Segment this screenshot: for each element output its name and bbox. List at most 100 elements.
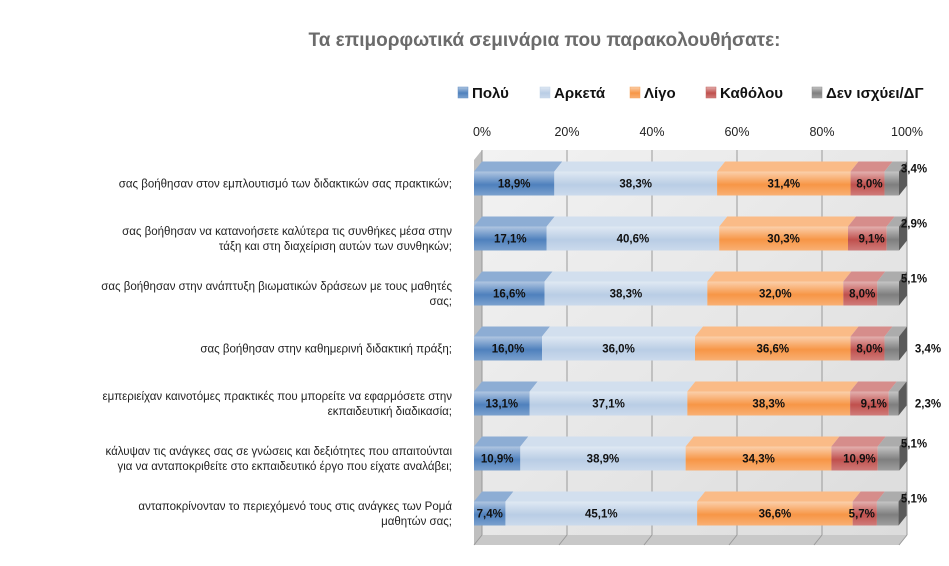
x-tick-label: 0% <box>473 125 491 139</box>
bar-segment <box>831 446 878 471</box>
bar-segment-top <box>848 216 895 227</box>
bar-row: 17,1% 40,6% 30,3% 9,1% 2,9% <box>474 216 927 251</box>
bar-segment-top <box>474 161 563 172</box>
legend-item: Αρκετά <box>539 85 606 102</box>
bar-segment-side <box>898 491 907 526</box>
bar-segment-top <box>850 381 897 392</box>
data-label: 36,6% <box>759 509 792 521</box>
legend-label: Πολύ <box>472 85 509 102</box>
data-label: 38,3% <box>619 179 652 191</box>
category-label: εμπεριείχαν καινοτόμες πρακτικές που μπο… <box>102 391 452 403</box>
category-label: τάξη και στη διαχείριση αυτών των συνθηκ… <box>219 241 452 253</box>
bar-segment-top <box>850 161 893 172</box>
bar-segment-top <box>542 326 703 337</box>
data-label: 2,3% <box>915 399 941 411</box>
bar-segment <box>884 336 899 361</box>
bar-segment <box>505 501 698 526</box>
bar-segment <box>843 281 878 306</box>
x-tick-label: 40% <box>639 125 664 139</box>
category-label: σας βοήθησαν στην ανάπτυξη βιωματικών δρ… <box>101 281 452 293</box>
bar-segment <box>877 446 900 471</box>
bar-segment-top <box>695 326 859 337</box>
bar-row: 13,1% 37,1% 38,3% 9,1% 2,3% <box>474 381 941 416</box>
data-label: 8,0% <box>856 344 882 356</box>
bar-segment-top <box>687 381 859 392</box>
data-label: 13,1% <box>486 399 519 411</box>
data-label: 5,7% <box>849 509 875 521</box>
gridline-floor <box>728 534 738 546</box>
bar-segment <box>474 501 506 526</box>
legend-swatch <box>457 86 469 99</box>
data-label: 5,1% <box>901 439 927 451</box>
data-label: 34,3% <box>742 454 775 466</box>
data-label: 38,9% <box>587 454 620 466</box>
bar-segment <box>546 226 720 251</box>
data-label: 3,4% <box>901 164 927 176</box>
legend-item: Καθόλου <box>705 85 783 102</box>
category-label: σας; <box>430 296 452 308</box>
bar-row: 16,0% 36,0% 36,6% 8,0% 3,4% <box>474 326 941 361</box>
data-label: 2,9% <box>901 219 927 231</box>
bar-segment <box>850 336 885 361</box>
category-label: κάλυψαν τις ανάγκες σας σε γνώσεις και δ… <box>106 446 453 458</box>
bar-segment <box>719 226 848 251</box>
bar-segment-side <box>899 326 907 361</box>
bar-segment-top <box>546 216 728 227</box>
bar-segment <box>886 226 899 251</box>
bar-segment <box>888 391 899 416</box>
bar-segment-top <box>886 216 907 227</box>
data-label: 31,4% <box>768 179 801 191</box>
bar-segment <box>707 281 844 306</box>
legend-swatch <box>811 86 823 99</box>
bar-segment-side <box>899 216 907 251</box>
category-label: σας βοήθησαν να κατανοήσετε καλύτερα τις… <box>122 226 452 238</box>
data-label: 9,1% <box>861 399 887 411</box>
bar-segment <box>850 391 889 416</box>
legend: Πολύ Αρκετά Λίγο Καθόλου Δεν ισχύει/ΔΓ <box>457 85 923 102</box>
bar-segment-top <box>544 271 716 282</box>
bar-segment <box>884 171 899 196</box>
bar-segment <box>877 281 899 306</box>
bar-segment-top <box>884 326 907 337</box>
data-label: 9,1% <box>858 234 884 246</box>
bar-segment-top <box>884 161 907 172</box>
gridline-floor <box>643 534 653 546</box>
bar-segment <box>685 446 832 471</box>
bar-segment-top <box>719 216 856 227</box>
data-label: 30,3% <box>767 234 800 246</box>
data-label: 8,0% <box>856 179 882 191</box>
legend-item: Λίγο <box>629 85 676 102</box>
bar-segment <box>687 391 851 416</box>
bar-segment-top <box>685 436 840 447</box>
gridline-floor <box>473 534 483 546</box>
bar-segment-top <box>505 491 706 502</box>
bar-row: 16,6% 38,3% 32,0% 8,0% 5,1% <box>474 271 927 306</box>
data-label: 7,4% <box>477 509 503 521</box>
bar-segment-side <box>899 161 907 196</box>
x-tick-label: 80% <box>809 125 834 139</box>
bar-row: 18,9% 38,3% 31,4% 8,0% 3,4% <box>474 161 927 196</box>
bar-segment <box>474 336 542 361</box>
bar-segment <box>474 226 547 251</box>
category-label: ανταποκρίνονταν το περιεχόμενό τους στις… <box>138 501 452 513</box>
data-label: 36,0% <box>602 344 635 356</box>
legend-swatch <box>705 86 717 99</box>
bar-segment-top <box>843 271 886 282</box>
data-label: 32,0% <box>759 289 792 301</box>
legend-label: Καθόλου <box>720 85 783 102</box>
data-label: 17,1% <box>494 234 527 246</box>
bar-segment <box>697 501 853 526</box>
category-label: σας βοήθησαν στην καθημερινή διδακτική π… <box>200 344 452 356</box>
bar-segment-top <box>877 436 908 447</box>
bar-segment-top <box>474 326 550 337</box>
bar-segment-top <box>852 491 885 502</box>
bar-segment <box>474 446 521 471</box>
bar-segment <box>474 171 555 196</box>
bar-segment-top <box>474 491 514 502</box>
bar-segment-side <box>899 271 907 306</box>
bar-segment-top <box>850 326 893 337</box>
bar-segment-top <box>529 381 696 392</box>
bar-segment-top <box>707 271 852 282</box>
bar-segment-top <box>697 491 861 502</box>
